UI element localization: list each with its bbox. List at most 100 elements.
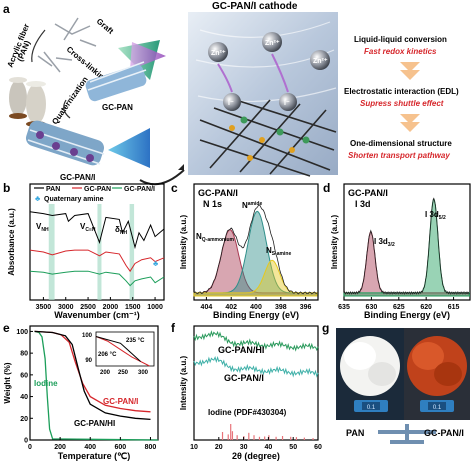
panel-c-letter: c: [171, 181, 178, 195]
step-arrow-icon-2: [63, 99, 71, 119]
x-tick-label: 2500: [80, 304, 96, 311]
label-pan: PAN: [346, 428, 364, 438]
gcpani-fiber-photo: [407, 336, 467, 412]
x-tick-label: 404: [201, 304, 213, 311]
peak-label-i32: I 3d3/2: [374, 237, 395, 248]
peak-fill-2: [193, 259, 318, 297]
panel-a: a Acrylic fiber (PAN) Graft Cross-linkin…: [3, 1, 459, 186]
x-tick-label: 10: [190, 444, 198, 451]
y-axis-label: Intensity (a.u.): [179, 215, 188, 270]
x-tick-label: 20: [215, 444, 223, 451]
peak-fill-0: [343, 230, 471, 297]
scale-readout-right: 0.1: [433, 405, 442, 411]
x-axis-label: Wavenumber (cm⁻¹): [54, 310, 139, 320]
gc-pan-i-fiber-bundle-icon: [25, 120, 105, 166]
y-axis-label: Intensity (a.u.): [179, 356, 188, 411]
panel-c-title-2: N 1s: [203, 199, 222, 209]
x-tick-label: 1000: [147, 304, 163, 311]
label-gcpani: GC-PAN/I: [103, 397, 138, 406]
edl-subtitle: Supress shuttle effect: [360, 99, 444, 108]
panel-c-title-1: GC-PAN/I: [198, 188, 238, 198]
yarn-spools-icon: [9, 77, 46, 127]
panel-c: c GC-PAN/I N 1s NQ-ammonium Namide NS-am…: [171, 181, 319, 320]
panel-d-frame: [343, 183, 471, 301]
quaternary-amine-icon: ♣: [35, 194, 41, 203]
peak-bands: [48, 204, 135, 300]
peak-band-1: [97, 204, 102, 300]
gc-pan-fiber-bundle-icon: [85, 61, 147, 102]
peak-label-namide: Namide: [242, 201, 262, 210]
y-tick-label: 0: [24, 438, 28, 445]
tga-plot: [34, 330, 159, 441]
pan-fiber-photo: [340, 336, 400, 412]
panel-g: g 0.1 0.1 PAN GC-PAN/I: [322, 321, 470, 444]
label-hi: GC-PAN/HI: [218, 345, 264, 355]
x-tick-label: 396: [300, 304, 312, 311]
cone-icon-3: [108, 128, 150, 168]
inset-ytick: 100: [82, 333, 93, 339]
panel-e-letter: e: [3, 321, 10, 335]
label-gcpanhi: GC-PAN/HI: [74, 419, 115, 428]
x-tick-label: 620: [420, 304, 432, 311]
x-tick-label: 400: [84, 444, 96, 451]
inset-t1: 206 °C: [98, 352, 117, 358]
peak-band-0: [48, 204, 55, 300]
peak-label-vnh: VNH: [36, 222, 49, 233]
gc-pan-i-label: GC-PAN/I: [60, 173, 95, 182]
panel-f-letter: f: [171, 321, 176, 335]
peak-label-i52: I 3d5/2: [425, 210, 446, 221]
n1s-plot: [193, 204, 318, 297]
graft-label: Graft: [95, 17, 116, 36]
label-i: GC-PAN/I: [224, 373, 264, 383]
envelope-line: [193, 204, 318, 295]
polymer-network-icon: [37, 17, 97, 73]
axis-ticks: 0 200 400 600 800 0 20 40 60 80 100: [16, 329, 156, 451]
x-tick-label: 3500: [36, 304, 52, 311]
panel-d-title-1: GC-PAN/I: [348, 188, 388, 198]
peak-label-nq: NQ-ammonium: [196, 232, 235, 243]
legend-gcpani: GC-PAN/I: [124, 186, 155, 193]
inset-frame: [95, 331, 155, 367]
panel-b: b PAN GC-PAN GC-PAN/I ♣ Quaternary amine…: [3, 181, 165, 320]
mechanism-list: Liquid-liquid conversion Fast redox kine…: [344, 35, 459, 160]
cathode-illustration: [188, 12, 338, 177]
x-tick-label: 600: [115, 444, 127, 451]
x-tick-label: 40: [265, 444, 273, 451]
x-axis-label: 2θ (degree): [232, 451, 280, 461]
panel-a-letter: a: [3, 2, 10, 16]
series-line-0: [193, 330, 319, 352]
inset-xtick-1: 200: [100, 370, 111, 376]
x-tick-label: 30: [240, 444, 248, 451]
edl-title: Electrostatic interaction (EDL): [344, 87, 459, 96]
balance-icon: [378, 424, 436, 444]
x-tick-label: 398: [275, 304, 287, 311]
panel-e: e 0 200 400 600 800 0 20 40 60 80 100 Iodine GC-PA…: [3, 321, 159, 461]
x-axis-label: Temperature (℃): [58, 451, 130, 461]
chevron-down-icon: [400, 62, 420, 80]
x-tick-label: 2000: [103, 304, 119, 311]
series-line-2: [34, 330, 151, 421]
x-ticks: 10 20 30 40 50 60: [190, 437, 322, 451]
y-tick-label: 20: [20, 416, 28, 423]
panel-d-title-2: I 3d: [355, 199, 371, 209]
panel-g-letter: g: [322, 321, 329, 335]
x-tick-label: 3000: [58, 304, 74, 311]
panel-e-frame: [29, 325, 159, 441]
x-tick-label: 402: [225, 304, 237, 311]
x-tick-label: 630: [366, 304, 378, 311]
inset-line-1: [95, 336, 141, 362]
label-iodine-ref: Iodine (PDF#430304): [208, 408, 287, 417]
panel-d-letter: d: [323, 181, 330, 195]
envelope-line: [343, 197, 470, 295]
x-axis-label: Binding Energy (eV): [364, 310, 450, 320]
inset-xtick-3: 300: [138, 370, 149, 376]
x-ticks: 3500 3000 2500 2000 1500 1000: [36, 297, 163, 311]
scale-readout-left: 0.1: [367, 405, 376, 411]
panel-f: f GC-PAN/HI GC-PAN/I Iodine (PDF#430304)…: [171, 321, 322, 461]
legend: PAN GC-PAN GC-PAN/I ♣ Quaternary amine: [34, 186, 155, 203]
zn-ion-label: Zn²⁺: [211, 50, 226, 57]
zn-ion-label-2: Zn²⁺: [265, 40, 280, 47]
x-tick-label: 60: [314, 444, 322, 451]
inset-t2: 235 °C: [126, 338, 145, 344]
